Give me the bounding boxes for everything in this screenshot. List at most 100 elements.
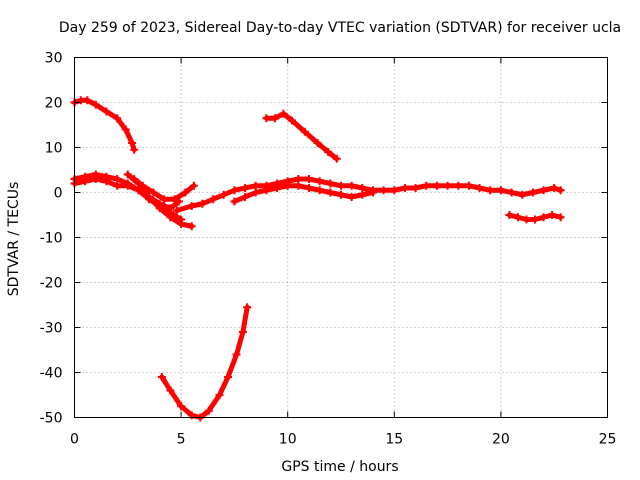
data-point — [390, 186, 399, 195]
data-point — [550, 184, 559, 192]
data-point — [539, 186, 548, 195]
data-point — [128, 139, 137, 147]
data-point — [113, 175, 122, 183]
x-tick-label: 20 — [492, 432, 510, 448]
data-point — [166, 213, 175, 222]
data-point — [181, 188, 190, 197]
data-point — [326, 179, 335, 188]
y-tick-label: -30 — [40, 321, 63, 337]
data-point — [219, 190, 228, 199]
data-point — [170, 195, 179, 204]
data-point — [518, 190, 527, 199]
data-point — [130, 175, 139, 183]
data-point — [123, 181, 132, 190]
data-point — [294, 181, 303, 190]
data-point — [505, 211, 514, 219]
data-layer — [70, 96, 565, 422]
data-point — [209, 195, 218, 204]
data-point — [149, 188, 158, 197]
data-point — [189, 181, 198, 190]
data-point — [270, 114, 279, 123]
series-line — [72, 97, 137, 153]
x-tick-label: 0 — [70, 432, 79, 448]
data-point — [326, 188, 335, 197]
data-point — [347, 193, 356, 201]
data-point — [324, 148, 333, 156]
x-tick-label: 5 — [177, 432, 186, 448]
series-arc-high-midday — [262, 109, 341, 163]
data-point — [358, 190, 367, 199]
data-point — [83, 96, 92, 105]
data-point — [368, 188, 377, 197]
y-tick-label: 30 — [45, 51, 63, 67]
data-point — [172, 206, 181, 215]
data-point — [539, 213, 548, 222]
data-point — [279, 109, 288, 118]
data-point — [251, 188, 260, 197]
plot-frame — [74, 57, 608, 418]
series-arc-deep-dip — [157, 303, 252, 422]
data-point — [313, 139, 322, 147]
data-point — [157, 373, 166, 381]
data-point — [155, 204, 164, 213]
data-point — [513, 213, 522, 222]
data-point — [243, 303, 252, 312]
data-point — [300, 127, 309, 136]
data-point — [315, 186, 324, 195]
series-line — [159, 304, 250, 420]
series-arc-midday-lower — [230, 181, 377, 206]
data-point — [177, 402, 186, 411]
y-tick-label: 10 — [45, 141, 63, 157]
data-point — [315, 177, 324, 186]
y-tick-label: 0 — [54, 186, 63, 202]
data-point — [238, 328, 247, 336]
data-point — [528, 188, 537, 197]
data-point — [556, 213, 565, 222]
tick-layer: 0 5 10 15 20 25 -50 -40 -30 -20 -10 0 10 20 30 — [40, 51, 617, 448]
data-point — [531, 215, 540, 224]
data-point — [145, 193, 154, 201]
x-tick-label: 15 — [385, 432, 403, 448]
y-tick-label: 20 — [45, 96, 63, 112]
data-point — [358, 184, 367, 192]
data-point — [241, 184, 250, 192]
data-point — [224, 373, 233, 381]
data-point — [138, 181, 147, 190]
data-point — [198, 199, 207, 208]
data-point — [204, 406, 213, 415]
data-point — [177, 220, 186, 228]
data-point — [347, 181, 356, 190]
data-point — [305, 184, 314, 192]
data-point — [187, 202, 196, 210]
data-point — [102, 107, 111, 116]
data-point — [294, 175, 303, 183]
y-tick-label: -20 — [40, 276, 63, 292]
x-tick-label: 25 — [599, 432, 617, 448]
data-point — [81, 177, 90, 186]
series-arc-morning-4 — [130, 175, 198, 204]
data-point — [305, 175, 314, 183]
data-point — [283, 181, 292, 190]
data-point — [432, 181, 441, 190]
grid-layer — [74, 57, 608, 418]
data-point — [337, 190, 345, 199]
y-tick-label: -50 — [40, 411, 63, 427]
data-point — [121, 125, 130, 134]
y-tick-label: -40 — [40, 366, 63, 382]
data-point — [113, 181, 122, 190]
data-point — [262, 114, 271, 123]
data-point — [273, 184, 282, 192]
data-point — [241, 193, 250, 201]
data-point — [215, 391, 224, 399]
data-point — [475, 184, 484, 192]
data-point — [522, 215, 531, 224]
data-point — [337, 181, 345, 190]
data-point — [332, 154, 341, 163]
data-point — [556, 186, 565, 195]
data-point — [166, 386, 175, 395]
data-point — [507, 188, 516, 197]
data-point — [411, 184, 420, 192]
data-point — [422, 181, 431, 190]
data-point — [91, 175, 100, 183]
